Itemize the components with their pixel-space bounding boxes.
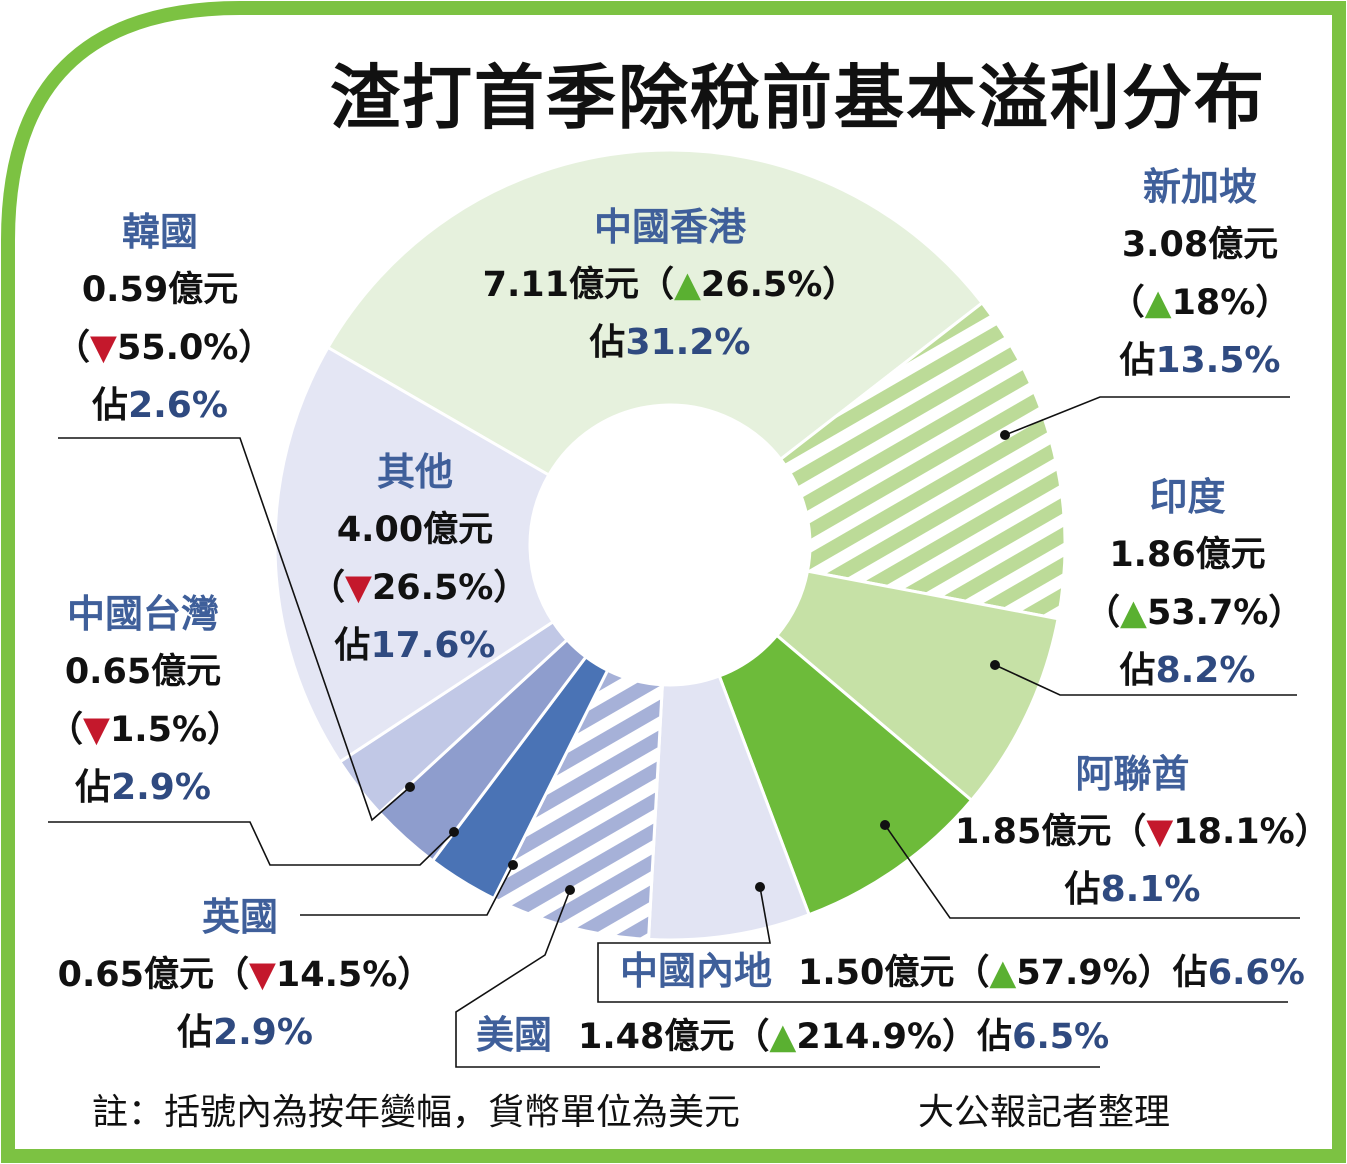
slice-others bbox=[273, 345, 556, 764]
leader-uk bbox=[300, 864, 514, 916]
label-uae-value-line: 1.85億元（▼18.1%） bbox=[955, 812, 1330, 852]
label-us: 美國 1.48億元（▲214.9%）佔6.5% bbox=[476, 1007, 1109, 1071]
leader-dot-us bbox=[565, 885, 575, 895]
label-others-name: 其他 bbox=[376, 450, 453, 494]
label-sg-share: 佔13.5% bbox=[1119, 340, 1281, 381]
label-uk: 英國 0.65億元（▼14.5%） 佔2.9% bbox=[55, 888, 435, 1062]
slice-india bbox=[774, 569, 1060, 803]
label-uae-name: 阿聯酋 bbox=[1075, 752, 1190, 796]
chart-title: 渣打首季除稅前基本溢利分布 bbox=[330, 57, 1266, 139]
label-us-name: 美國 bbox=[476, 1013, 553, 1057]
leader-taiwan bbox=[48, 821, 455, 866]
label-uk-name: 英國 bbox=[201, 895, 278, 939]
leader-dot-korea bbox=[405, 782, 415, 792]
label-mainland-value-line: 1.50億元（▲57.9%）佔6.6% bbox=[798, 953, 1305, 993]
label-hk-name: 中國香港 bbox=[593, 205, 746, 249]
donut-chart bbox=[273, 148, 1067, 942]
leader-sg bbox=[1004, 396, 1290, 436]
leader-dot-uk bbox=[508, 860, 518, 870]
label-us-value-line: 1.48億元（▲214.9%）佔6.5% bbox=[578, 1017, 1110, 1057]
leader-mainland bbox=[597, 886, 1288, 1003]
label-sg-change: （▲18%） bbox=[1109, 283, 1291, 323]
slice-hk bbox=[325, 148, 985, 478]
leader-korea bbox=[58, 437, 411, 822]
label-india: 印度 1.86億元 （▲53.7%） 佔8.2% bbox=[1085, 468, 1304, 700]
slice-uae bbox=[717, 633, 974, 917]
label-sg: 新加坡 3.08億元 （▲18%） 佔13.5% bbox=[1100, 158, 1300, 390]
footnote: 註：括號內為按年變幅，貨幣單位為美元 bbox=[92, 1092, 741, 1133]
label-others: 其他 4.00億元 （▼26.5%） 佔17.6% bbox=[310, 443, 529, 675]
label-uae-share: 佔8.1% bbox=[1064, 869, 1201, 910]
label-korea: 韓國 0.59億元 （▼55.0%） 佔2.6% bbox=[55, 203, 274, 435]
label-korea-value: 0.59億元 bbox=[81, 270, 239, 310]
leader-dot-sg bbox=[1000, 430, 1010, 440]
label-others-change: （▼26.5%） bbox=[310, 568, 529, 608]
label-taiwan-change: （▼1.5%） bbox=[48, 710, 243, 750]
leader-lines bbox=[48, 396, 1300, 1068]
credit: 大公報記者整理 bbox=[918, 1092, 1171, 1133]
label-hk-share: 佔31.2% bbox=[589, 322, 751, 363]
label-mainland: 中國內地 1.50億元（▲57.9%）佔6.6% bbox=[620, 943, 1305, 1007]
label-taiwan: 中國台灣 0.65億元 （▼1.5%） 佔2.9% bbox=[48, 585, 243, 817]
label-hk-value-line: 7.11億元（▲26.5%） bbox=[482, 265, 858, 305]
label-korea-name: 韓國 bbox=[121, 210, 198, 254]
leader-dot-india bbox=[990, 660, 1000, 670]
label-hk: 中國香港 7.11億元（▲26.5%） 佔31.2% bbox=[480, 198, 860, 372]
leader-india bbox=[994, 664, 1297, 696]
label-taiwan-value: 0.65億元 bbox=[64, 652, 222, 692]
label-uae: 阿聯酋 1.85億元（▼18.1%） 佔8.1% bbox=[955, 745, 1330, 919]
slice-sg bbox=[778, 300, 1067, 621]
leader-us bbox=[455, 889, 1100, 1068]
leader-dot-taiwan bbox=[449, 827, 459, 837]
label-india-change: （▲53.7%） bbox=[1085, 593, 1304, 633]
leader-dot-uae bbox=[880, 820, 890, 830]
label-sg-name: 新加坡 bbox=[1142, 165, 1257, 209]
label-taiwan-share: 佔2.9% bbox=[75, 767, 211, 808]
leader-dot-mainland bbox=[755, 882, 765, 892]
label-others-share: 佔17.6% bbox=[334, 625, 496, 666]
label-sg-value: 3.08億元 bbox=[1121, 225, 1279, 265]
label-uk-share: 佔2.9% bbox=[177, 1012, 313, 1053]
label-india-share: 佔8.2% bbox=[1119, 650, 1256, 691]
label-taiwan-name: 中國台灣 bbox=[66, 592, 219, 636]
label-india-name: 印度 bbox=[1149, 475, 1226, 519]
label-korea-change: （▼55.0%） bbox=[55, 328, 274, 368]
label-uk-value-line: 0.65億元（▼14.5%） bbox=[57, 955, 433, 995]
label-mainland-name: 中國內地 bbox=[620, 949, 773, 993]
label-india-value: 1.86億元 bbox=[1109, 535, 1266, 575]
label-others-value: 4.00億元 bbox=[336, 510, 494, 550]
label-korea-share: 佔2.6% bbox=[92, 385, 228, 426]
leader-uae bbox=[884, 824, 1300, 919]
